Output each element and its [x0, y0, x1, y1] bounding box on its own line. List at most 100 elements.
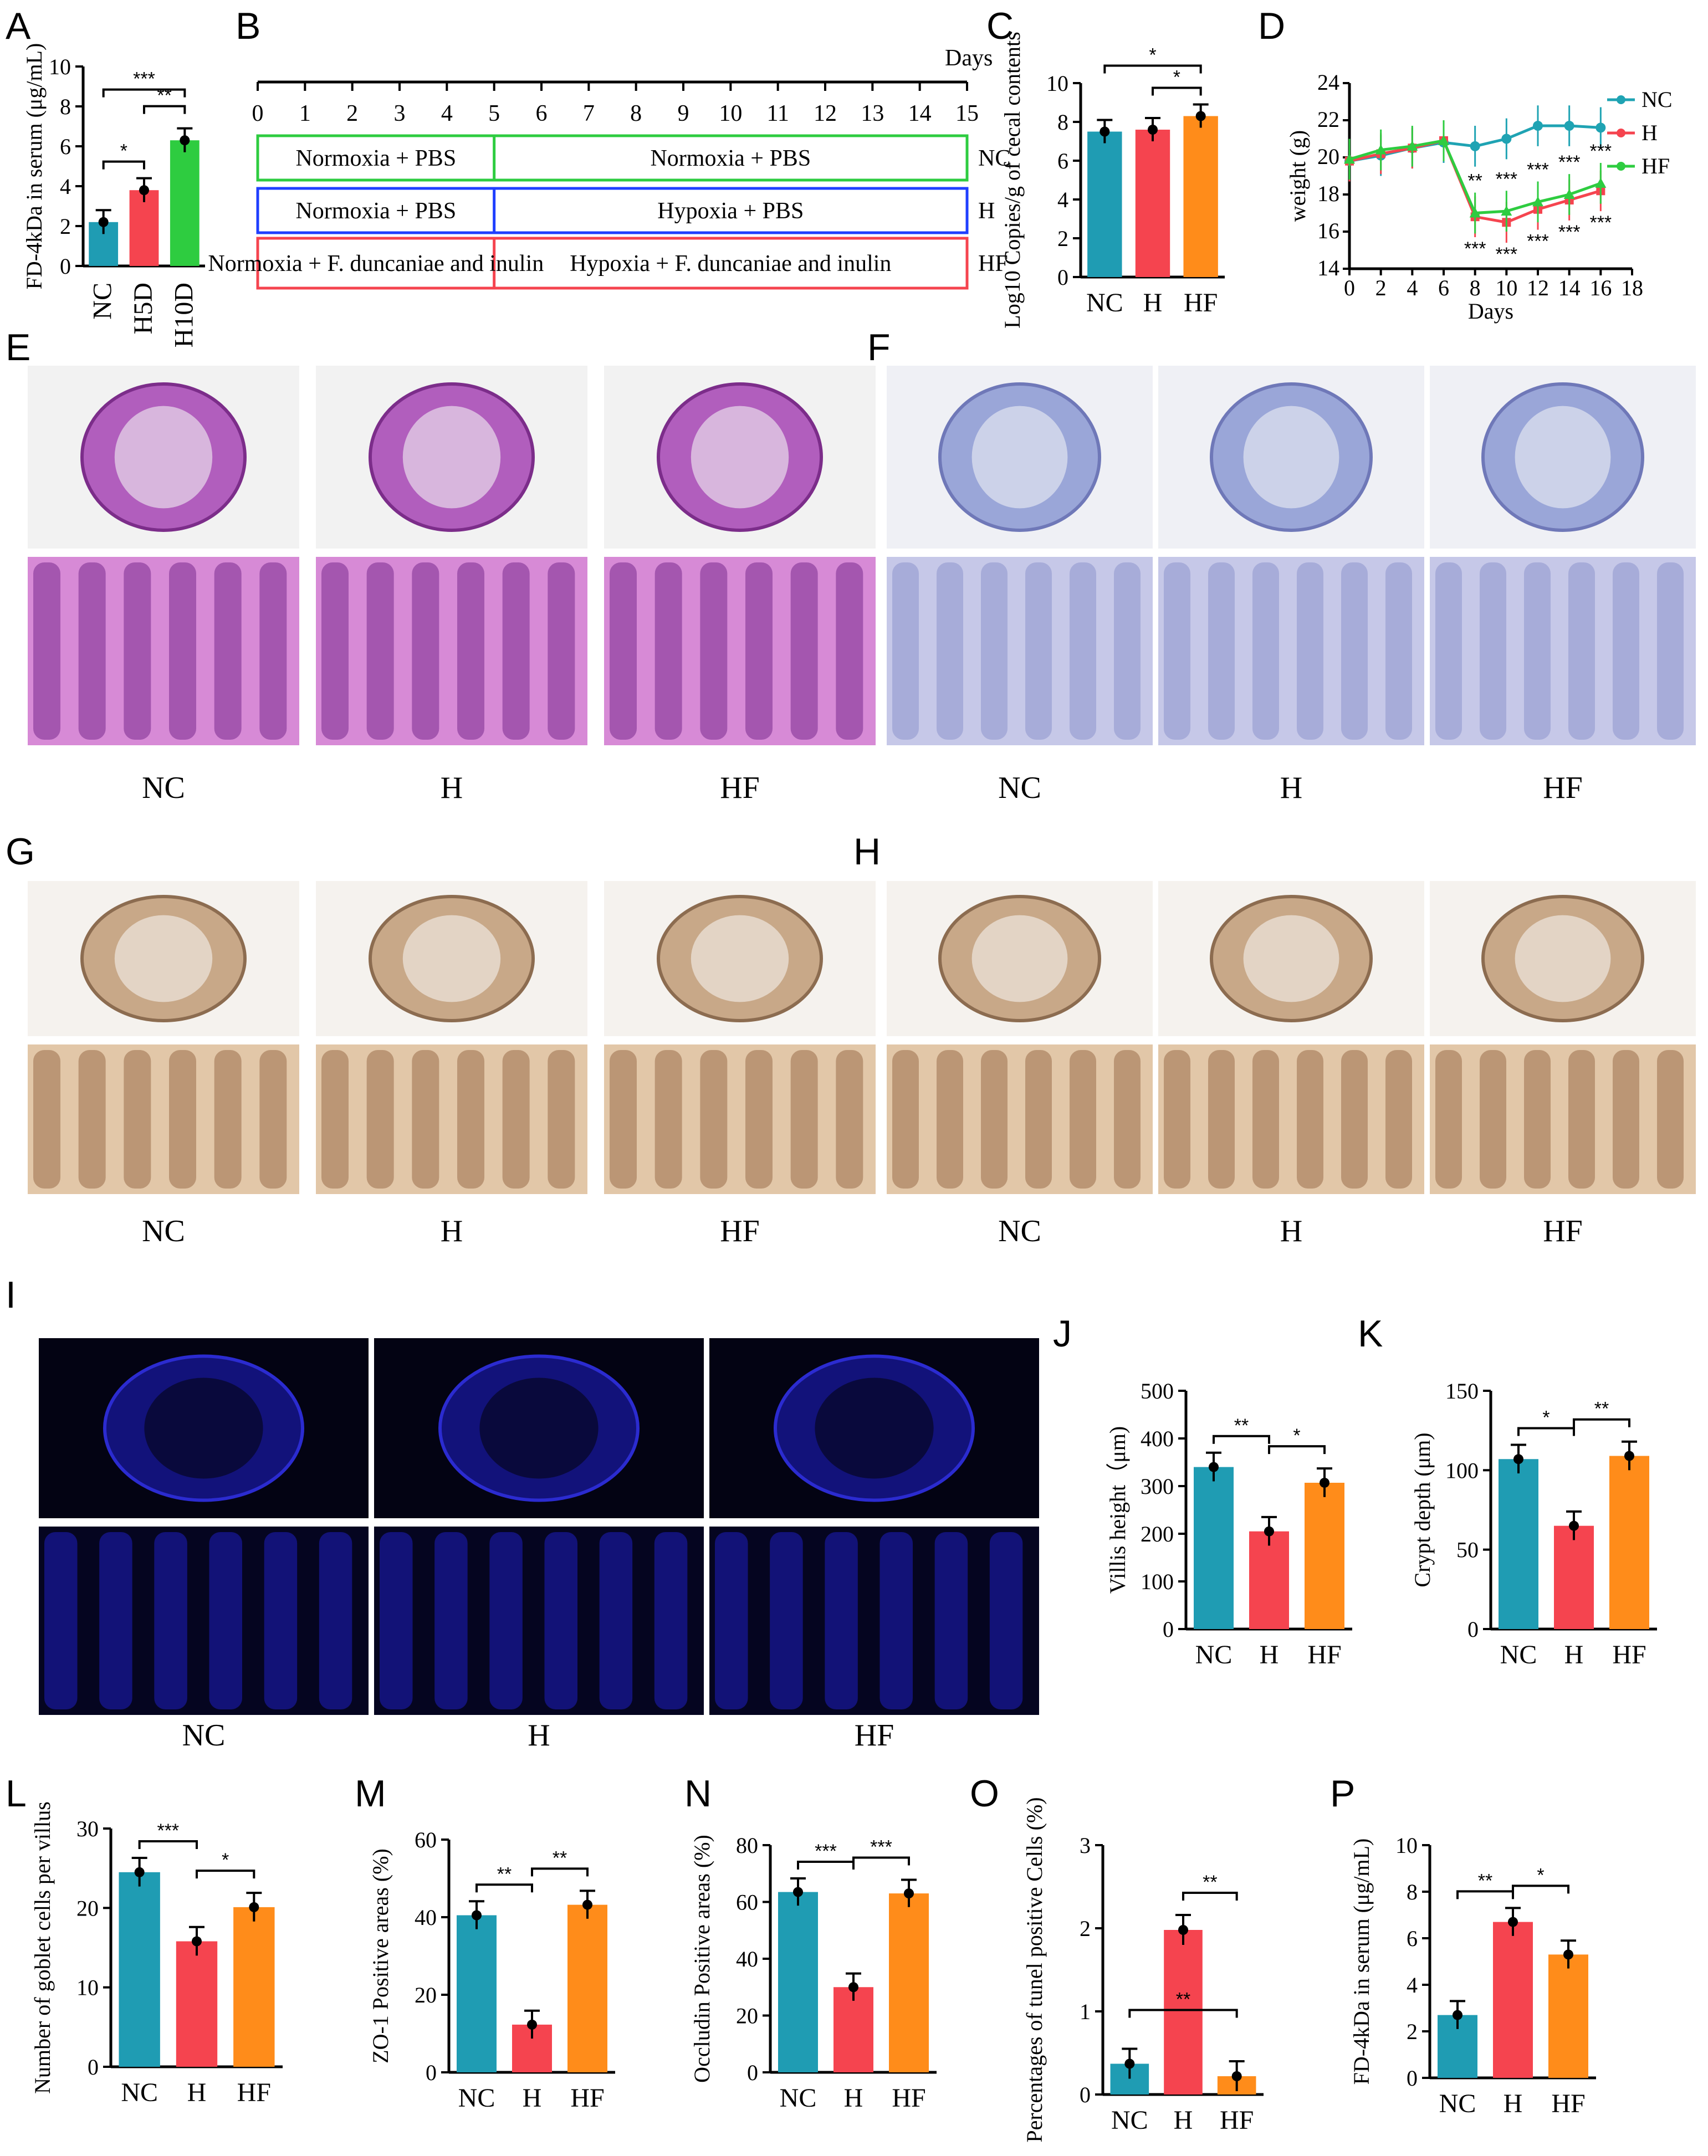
y-axis-label: Number of goblet cells per villus	[30, 1801, 55, 2094]
bar-h	[1493, 1922, 1533, 2078]
x-tick-label: 2	[1375, 275, 1387, 300]
panel-f-h-label: H	[1280, 771, 1302, 805]
data-point	[180, 135, 190, 146]
bar-nc	[778, 1892, 818, 2072]
panel-i-h-lumen	[479, 1377, 599, 1479]
bar-nc	[119, 1872, 160, 2067]
panel-g-hf-villus	[654, 1050, 682, 1189]
significance-label: *	[1149, 45, 1156, 66]
panel-i-h-label: H	[528, 1718, 550, 1753]
data-point	[848, 1982, 858, 1993]
y-tick-label: 0	[1057, 265, 1068, 290]
y-axis-label: Percentages of tunel positive Cells (%)	[1022, 1797, 1047, 2142]
panel-e-nc-villus	[78, 562, 106, 740]
x-tick-label: 16	[1589, 275, 1612, 300]
panel-g-hf-villus	[700, 1050, 728, 1189]
panel-f-hf-villus	[1613, 562, 1639, 740]
y-tick-label: 50	[1456, 1538, 1479, 1563]
significance-label: ***	[1558, 152, 1581, 173]
panel-e-hf-label: HF	[720, 771, 760, 805]
panel-g-hf-villus	[836, 1050, 863, 1189]
y-tick-label: 400	[1141, 1426, 1174, 1451]
chart-n: 0 20 40 60 80 NC H HF Occludin Positive areas (%…	[689, 1833, 937, 2113]
panel-g-h-villus	[412, 1050, 439, 1189]
panel-g-nc-villus	[78, 1050, 106, 1189]
significance-bracket	[531, 1867, 589, 1877]
panel-g-h-lumen	[402, 915, 501, 1002]
bar-hf	[1548, 1954, 1588, 2078]
significance-bracket	[143, 105, 186, 114]
panel-f-h-zoom	[1158, 557, 1424, 745]
timeline-day-label: 9	[678, 101, 689, 126]
y-tick-label: 6	[60, 134, 71, 159]
significance-bracket	[1182, 1892, 1238, 1901]
panel-f-hf-villus	[1524, 562, 1551, 740]
category-label: H	[1564, 1640, 1584, 1670]
chart-a: 0 2 4 6 8 10 NC H5D H10D FD-4kDa in serum (μg/mL)…	[22, 43, 205, 347]
panel-i-hf-zoom	[709, 1527, 1039, 1715]
y-tick-label: 0	[88, 2055, 99, 2080]
panel-i-nc-label: NC	[182, 1718, 226, 1753]
panel-i-hf-villus	[934, 1532, 968, 1709]
panel-f-nc-villus	[892, 562, 919, 740]
significance-label: ***	[157, 1820, 179, 1841]
significance-label: **	[1594, 1399, 1609, 1420]
category-label: H	[187, 2078, 207, 2107]
bar-nc	[1194, 1467, 1234, 1629]
series-point	[1563, 189, 1575, 199]
category-label: NC	[1195, 1640, 1233, 1670]
panel-f-nc-villus	[1025, 562, 1052, 740]
panel-label-a: A	[6, 5, 31, 47]
panel-g-nc-villus	[259, 1050, 287, 1189]
timeline-day-label: 7	[583, 101, 595, 126]
y-tick-label: 14	[1317, 255, 1339, 280]
significance-label: *	[120, 141, 127, 162]
panel-g-nc-villus	[33, 1050, 60, 1189]
y-tick-label: 0	[1467, 1617, 1479, 1642]
y-tick-label: 8	[1057, 110, 1068, 135]
panel-label-i: I	[6, 1274, 16, 1316]
panel-f-nc-villus	[981, 562, 1008, 740]
timeline-day-label: 13	[861, 101, 884, 126]
chart-o: 0 1 2 3 NC H HF Percentages of tunel positive C…	[1022, 1797, 1264, 2143]
significance-bracket	[797, 1860, 855, 1870]
category-label: H	[523, 2083, 542, 2113]
y-tick-label: 4	[1057, 187, 1068, 212]
panel-f-hf-villus	[1480, 562, 1506, 740]
significance-bracket	[1152, 86, 1202, 96]
panel-e-nc-lumen	[114, 406, 213, 509]
timeline-group-label: H	[978, 198, 995, 224]
y-tick-label: 20	[76, 1896, 99, 1921]
bar-hf	[1305, 1482, 1344, 1629]
panel-e-nc-label: NC	[142, 771, 185, 805]
panel-i-hf-villus	[989, 1532, 1023, 1709]
significance-label: **	[553, 1847, 567, 1868]
panel-label-b: B	[236, 5, 260, 47]
panel-g-nc-villus	[169, 1050, 196, 1189]
data-point	[1178, 1925, 1188, 1935]
significance-bracket	[196, 1870, 255, 1879]
timeline-day-label: 14	[908, 101, 932, 126]
panel-f-nc-label: NC	[998, 771, 1041, 805]
panel-label-p: P	[1330, 1773, 1355, 1815]
panel-e-nc-villus	[169, 562, 196, 740]
panel-i-hf-villus	[825, 1532, 858, 1709]
panel-i-h-villus	[599, 1532, 633, 1709]
timeline-row-box	[256, 134, 969, 182]
timeline-day-label: 11	[766, 101, 789, 126]
panel-g-h-zoom	[316, 1044, 587, 1194]
timeline-day-label: 1	[299, 101, 311, 126]
timeline-right-text: Hypoxia + PBS	[657, 198, 804, 224]
significance-bracket	[1456, 1890, 1514, 1899]
panel-label-d: D	[1258, 5, 1285, 47]
significance-label: ***	[133, 69, 155, 90]
panel-i-nc-villus	[154, 1532, 187, 1709]
significance-label: ***	[1589, 141, 1612, 162]
panel-f-h-villus	[1252, 562, 1279, 740]
y-tick-label: 24	[1317, 70, 1339, 95]
panel-label-m: M	[355, 1773, 386, 1815]
panel-f-h-villus	[1208, 562, 1235, 740]
x-tick-label: 4	[1407, 275, 1418, 300]
data-point	[582, 1899, 592, 1910]
series-point	[1533, 121, 1543, 131]
